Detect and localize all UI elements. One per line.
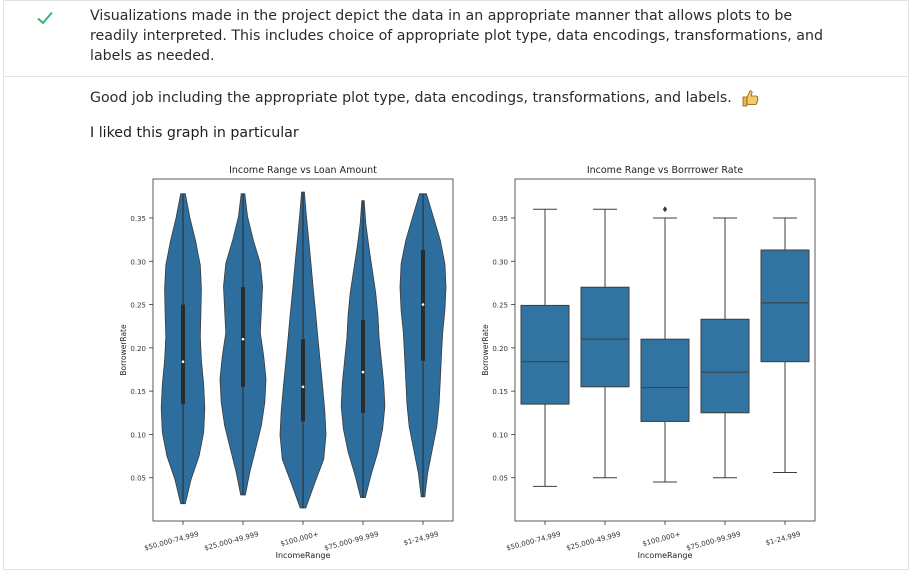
divider xyxy=(3,76,909,77)
x-tick-label: $1-24,999 xyxy=(403,530,440,547)
violin-iqr xyxy=(361,320,365,413)
rubric-criterion: Visualizations made in the project depic… xyxy=(90,8,823,64)
y-tick-label: 0.10 xyxy=(130,431,146,439)
x-tick-label: $1-24,999 xyxy=(765,530,802,547)
box xyxy=(700,318,750,414)
x-axis-label: IncomeRange xyxy=(638,551,693,560)
y-tick-label: 0.20 xyxy=(130,345,146,353)
check-icon xyxy=(37,11,53,25)
review-card xyxy=(3,0,909,570)
violin-median xyxy=(241,337,245,341)
x-tick-label: $100,000+ xyxy=(280,530,320,548)
y-tick-label: 0.20 xyxy=(492,345,508,353)
chart-title: Income Range vs Borrrower Rate xyxy=(587,165,743,176)
violin-iqr xyxy=(181,304,185,405)
x-tick-label: $50,000-74,999 xyxy=(505,530,561,552)
y-tick-label: 0.35 xyxy=(130,215,146,223)
violin-median xyxy=(181,360,185,363)
x-tick-label: $75,000-99,999 xyxy=(323,530,379,552)
violin-median xyxy=(421,303,425,306)
box xyxy=(640,338,690,422)
y-tick-label: 0.15 xyxy=(492,388,508,396)
x-tick-label: $100,000+ xyxy=(642,530,682,548)
box xyxy=(520,304,570,405)
y-tick-label: 0.30 xyxy=(492,258,508,266)
y-axis-label: BorrowerRate xyxy=(481,324,490,376)
x-tick-label: $75,000-99,999 xyxy=(685,530,741,552)
liked-note: I liked this graph in particular xyxy=(90,125,299,141)
y-axis-label: BorrowerRate xyxy=(119,324,128,376)
violin-plot: Income Range vs Loan Amount 0.05 0.10 0.15 0… xyxy=(119,165,454,560)
x-tick-label: $25,000-49,999 xyxy=(565,530,621,552)
violin-iqr xyxy=(241,287,245,387)
violin-iqr xyxy=(301,339,305,422)
y-tick-label: 0.05 xyxy=(130,475,146,483)
box xyxy=(760,249,810,363)
y-tick-label: 0.35 xyxy=(492,215,508,223)
box xyxy=(580,286,630,388)
chart-title: Income Range vs Loan Amount xyxy=(229,165,377,176)
y-tick-label: 0.05 xyxy=(492,475,508,483)
box-plot: Income Range vs Borrrower Rate 0.05 0.10 0.… xyxy=(481,165,816,560)
x-tick-label: $25,000-49,999 xyxy=(203,530,259,552)
violin-median xyxy=(361,370,365,374)
x-tick-label: $50,000-74,999 xyxy=(143,530,199,552)
y-tick-label: 0.30 xyxy=(130,258,146,266)
y-tick-label: 0.15 xyxy=(130,388,146,396)
thumbs-up-icon xyxy=(742,90,759,107)
y-tick-label: 0.25 xyxy=(492,302,508,310)
x-axis-label: IncomeRange xyxy=(276,551,331,560)
y-tick-label: 0.10 xyxy=(492,431,508,439)
reviewer-feedback: Good job including the appropriate plot … xyxy=(90,88,760,108)
violin-median xyxy=(301,385,305,389)
y-tick-label: 0.25 xyxy=(130,302,146,310)
outlier-point xyxy=(662,206,668,213)
feedback-text: Good job including the appropriate plot … xyxy=(90,90,732,106)
